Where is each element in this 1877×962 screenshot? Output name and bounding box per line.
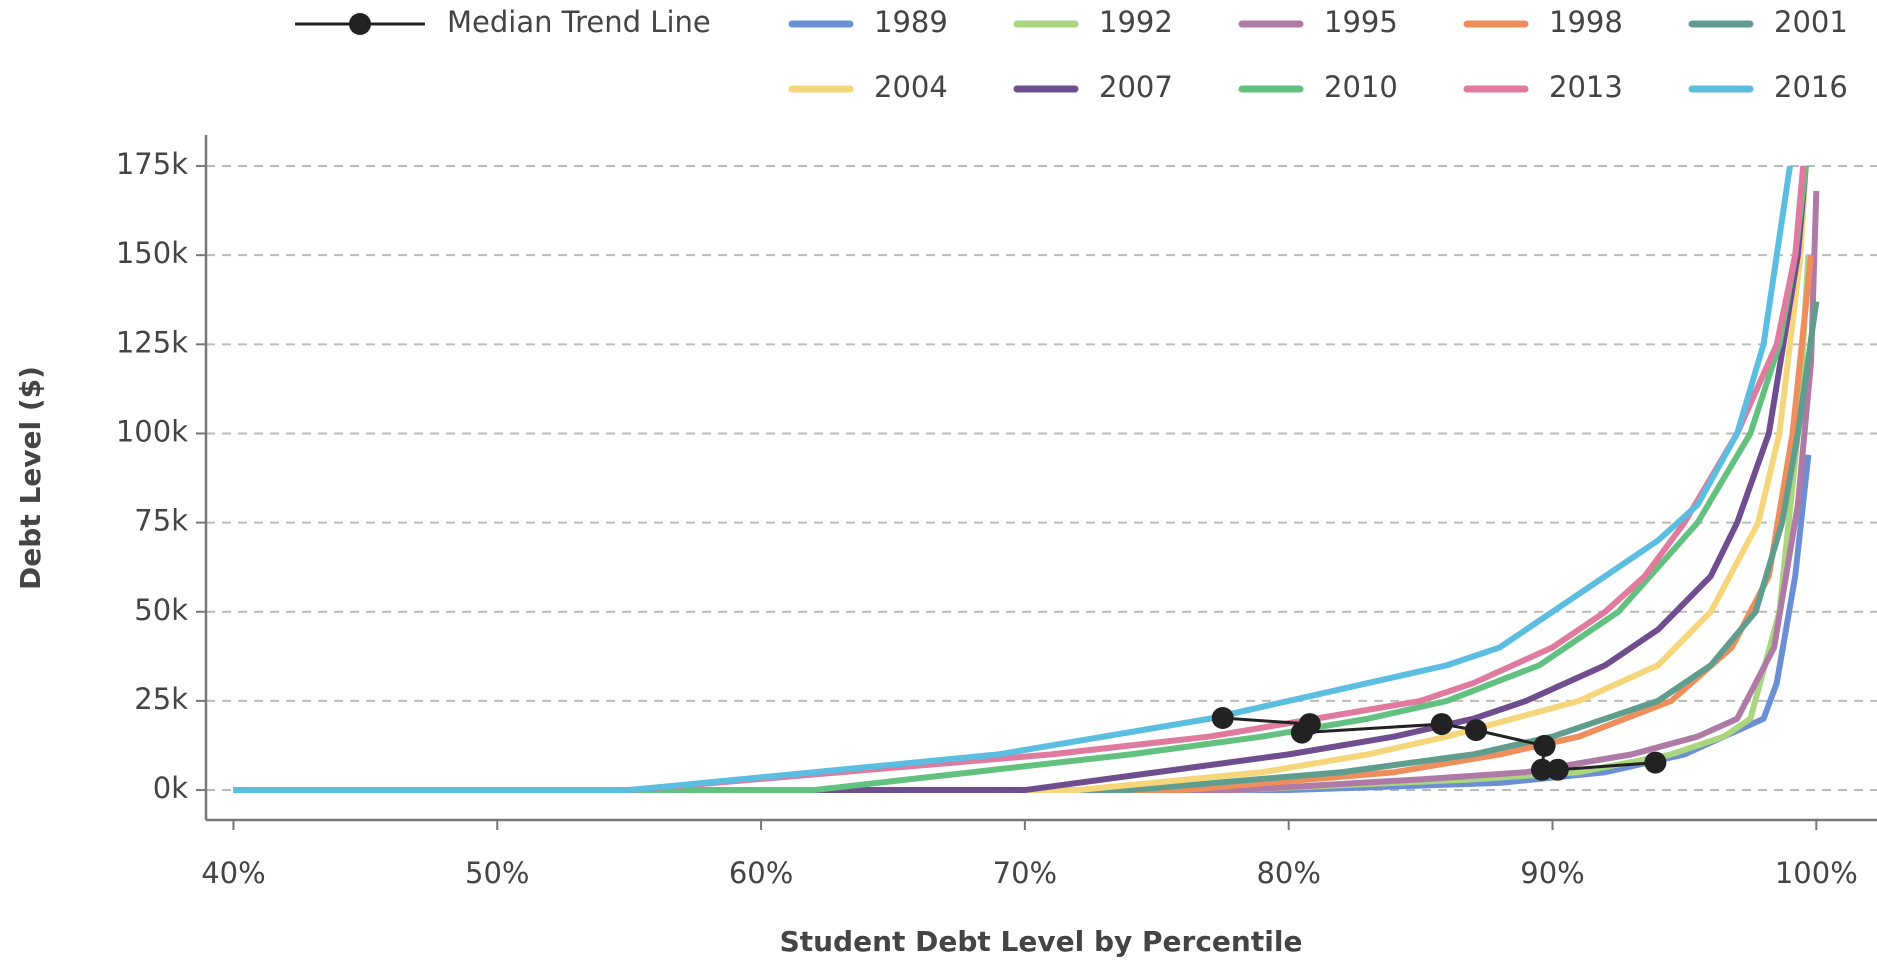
- x-tick-label: 60%: [729, 856, 793, 890]
- series-line: [233, 165, 1793, 794]
- legend-label: 2004: [874, 70, 948, 104]
- legend-label: 1989: [874, 5, 948, 39]
- series-line: [233, 190, 1820, 794]
- y-tick-label: 75k: [134, 504, 188, 538]
- x-tick-label: 80%: [1256, 856, 1320, 890]
- x-tick-label: 40%: [201, 856, 265, 890]
- series-line: [233, 301, 1820, 794]
- y-tick-label: 25k: [134, 682, 188, 716]
- y-tick-label: 100k: [116, 414, 188, 448]
- legend-label: 2013: [1549, 70, 1623, 104]
- median-point: [1211, 707, 1234, 730]
- legend-label: Median Trend Line: [447, 5, 711, 39]
- legend-label: 2007: [1099, 70, 1173, 104]
- median-point: [1465, 719, 1488, 742]
- series-line: [233, 165, 1809, 794]
- series-line: [233, 165, 1809, 794]
- series-line: [233, 254, 1815, 794]
- y-tick-label: 125k: [116, 325, 188, 359]
- legend-label: 1995: [1324, 5, 1398, 39]
- y-tick-label: 175k: [116, 147, 188, 181]
- median-point: [1533, 734, 1556, 757]
- x-tick-label: 70%: [993, 856, 1057, 890]
- x-axis-label: Student Debt Level by Percentile: [780, 925, 1303, 958]
- x-tick-label: 50%: [465, 856, 529, 890]
- legend-label: 1992: [1099, 5, 1173, 39]
- series-line: [233, 165, 1809, 794]
- legend-label: 1998: [1549, 5, 1623, 39]
- median-point: [1430, 713, 1453, 736]
- median-point: [1644, 751, 1667, 774]
- x-tick-label: 100%: [1775, 856, 1858, 890]
- legend-swatch-marker: [349, 13, 371, 35]
- median-point: [1530, 758, 1553, 781]
- y-tick-label: 50k: [134, 593, 188, 627]
- legend-label: 2001: [1774, 5, 1848, 39]
- series-line: [233, 165, 1807, 794]
- legend-label: 2016: [1774, 70, 1848, 104]
- y-axis-label: Debt Level ($): [14, 366, 47, 590]
- y-tick-label: 150k: [116, 236, 188, 270]
- y-tick-label: 0k: [153, 771, 188, 805]
- median-point: [1546, 758, 1569, 781]
- x-tick-label: 90%: [1520, 856, 1584, 890]
- series-line: [233, 454, 1812, 794]
- median-point: [1290, 721, 1313, 744]
- legend-label: 2010: [1324, 70, 1398, 104]
